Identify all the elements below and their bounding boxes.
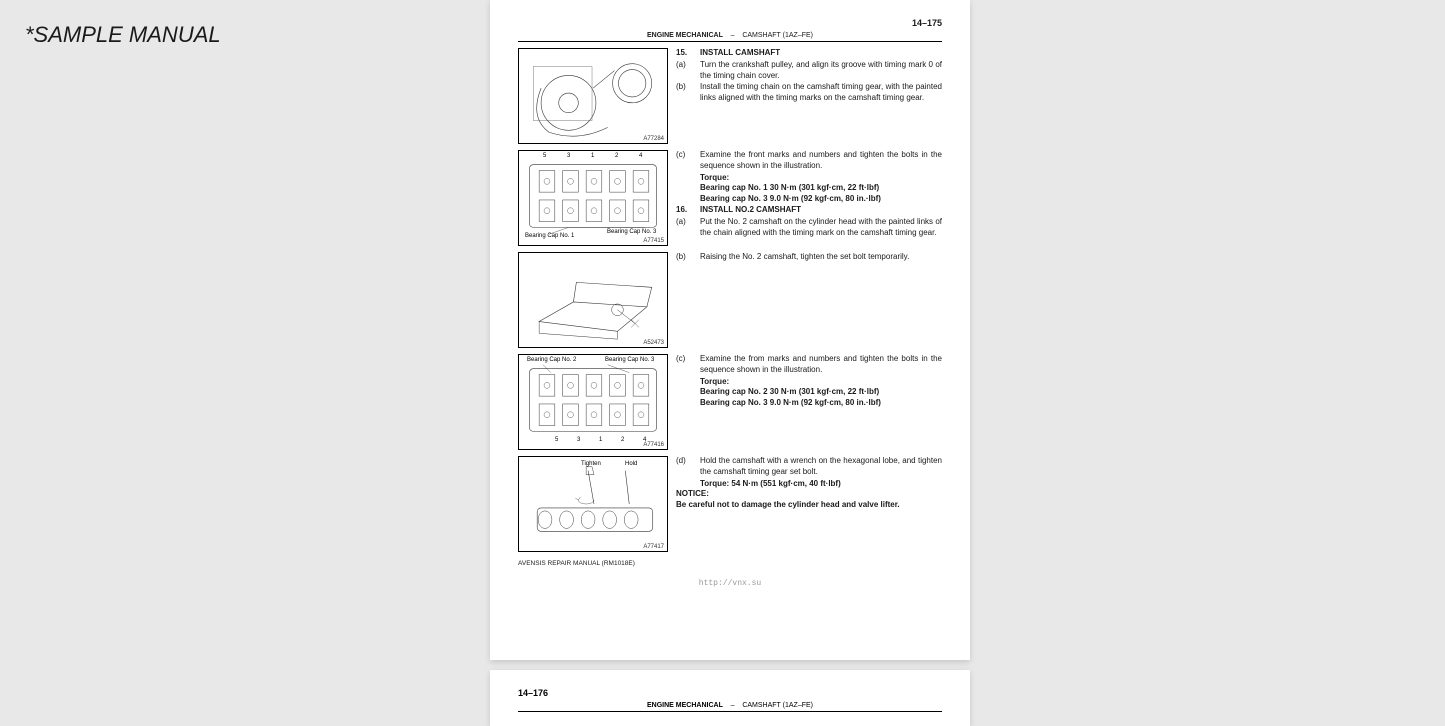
header-left: ENGINE MECHANICAL xyxy=(647,702,723,709)
step-heading: 15. INSTALL CAMSHAFT xyxy=(676,48,942,59)
header-sep: – xyxy=(725,702,741,709)
step-number: 15. xyxy=(676,48,696,59)
figure-id: A77416 xyxy=(643,442,664,448)
figure-label: 1 xyxy=(599,437,602,443)
sub-step: (d)Hold the camshaft with a wrench on th… xyxy=(676,456,942,478)
step-heading: 16. INSTALL NO.2 CAMSHAFT xyxy=(676,205,942,216)
figure-label: 5 xyxy=(543,153,546,159)
section-row: A7728415.INSTALL CAMSHAFT(a)Turn the cra… xyxy=(518,48,942,144)
figure-label: Bearing Cap No. 2 xyxy=(527,357,576,363)
figure-label: 2 xyxy=(615,153,618,159)
figure-id: A77284 xyxy=(643,136,664,142)
instruction-block: (c)Examine the from marks and numbers an… xyxy=(676,354,942,450)
section-row: Tighten Hold A77417 (d)Hold the camshaft wi… xyxy=(518,456,942,552)
sub-label: (c) xyxy=(676,150,696,172)
manual-page-next: 14–176 ENGINE MECHANICAL – CAMSHAFT (1AZ… xyxy=(490,670,970,726)
sub-label: (d) xyxy=(676,456,696,478)
instruction-block: (b) Raising the No. 2 camshaft, tighten t… xyxy=(676,252,942,348)
figure-label: 2 xyxy=(621,437,624,443)
spec-line: Torque: xyxy=(700,377,942,388)
spec-line: Torque: 54 N·m (551 kgf·cm, 40 ft·lbf) xyxy=(700,479,942,490)
header-right: CAMSHAFT (1AZ–FE) xyxy=(742,702,813,709)
section-row: 5 3 1 2 4 Bearing Cap No. 1 Bearing Cap No. 3 A… xyxy=(518,150,942,246)
sub-text: Turn the crankshaft pulley, and align it… xyxy=(700,60,942,82)
step-title: INSTALL CAMSHAFT xyxy=(700,48,780,59)
figure-label: 3 xyxy=(577,437,580,443)
figure-label: 5 xyxy=(555,437,558,443)
figure-illustration: Tighten Hold A77417 xyxy=(518,456,668,552)
figure-illustration: A77284 xyxy=(518,48,668,144)
notice-line: Be careful not to damage the cylinder he… xyxy=(676,500,942,511)
sub-text: Put the No. 2 camshaft on the cylinder h… xyxy=(700,217,942,239)
sub-text: Install the timing chain on the camshaft… xyxy=(700,82,942,104)
figure-label: Hold xyxy=(625,461,637,467)
figure-label: Tighten xyxy=(581,461,601,467)
sub-label: (a) xyxy=(676,217,696,239)
header-left: ENGINE MECHANICAL xyxy=(647,32,723,39)
step-number: 16. xyxy=(676,205,696,216)
notice-line: NOTICE: xyxy=(676,489,942,500)
figure-illustration: 5 3 1 2 4 Bearing Cap No. 1 Bearing Cap No. 3 A… xyxy=(518,150,668,246)
sub-step: (b)Install the timing chain on the camsh… xyxy=(676,82,942,104)
page-header: ENGINE MECHANICAL – CAMSHAFT (1AZ–FE) xyxy=(518,32,942,42)
sub-step: (b) Raising the No. 2 camshaft, tighten t… xyxy=(676,252,942,263)
header-sep: – xyxy=(725,32,741,39)
sub-text: Examine the from marks and numbers and t… xyxy=(700,354,942,376)
page-number: 14–175 xyxy=(518,18,942,28)
manual-page: 14–175 ENGINE MECHANICAL – CAMSHAFT (1AZ… xyxy=(490,0,970,660)
sub-text: Hold the camshaft with a wrench on the h… xyxy=(700,456,942,478)
sub-step: (a)Put the No. 2 camshaft on the cylinde… xyxy=(676,217,942,239)
spec-line: Bearing cap No. 1 30 N·m (301 kgf·cm, 22… xyxy=(700,183,942,194)
page-number: 14–176 xyxy=(518,688,942,698)
figure-id: A77415 xyxy=(643,238,664,244)
spec-line: Torque: xyxy=(700,173,942,184)
figure-id: A52473 xyxy=(643,340,664,346)
page-header: ENGINE MECHANICAL – CAMSHAFT (1AZ–FE) xyxy=(518,702,942,712)
section-list: A7728415.INSTALL CAMSHAFT(a)Turn the cra… xyxy=(518,48,942,552)
section-row: A52473 (b) Raising the No. 2 camshaft, tig… xyxy=(518,252,942,348)
sub-label: (a) xyxy=(676,60,696,82)
instruction-block: (c)Examine the front marks and numbers a… xyxy=(676,150,942,246)
instruction-block: (d)Hold the camshaft with a wrench on th… xyxy=(676,456,942,552)
spec-line: Bearing cap No. 2 30 N·m (301 kgf·cm, 22… xyxy=(700,387,942,398)
figure-label: 4 xyxy=(639,153,642,159)
figure-illustration: Bearing Cap No. 2Bearing Cap No. 353124A… xyxy=(518,354,668,450)
sub-step: (c)Examine the from marks and numbers an… xyxy=(676,354,942,376)
figure-illustration: A52473 xyxy=(518,252,668,348)
figure-label: 3 xyxy=(567,153,570,159)
sub-step: (a)Turn the crankshaft pulley, and align… xyxy=(676,60,942,82)
sub-label: (b) xyxy=(676,252,696,263)
footer-manual: AVENSIS REPAIR MANUAL (RM1018E) xyxy=(518,560,942,567)
figure-label: Bearing Cap No. 1 xyxy=(525,233,574,239)
spec-line: Bearing cap No. 3 9.0 N·m (92 kgf·cm, 80… xyxy=(700,398,942,409)
spec-line: Bearing cap No. 3 9.0 N·m (92 kgf·cm, 80… xyxy=(700,194,942,205)
sub-step: (c)Examine the front marks and numbers a… xyxy=(676,150,942,172)
figure-label: Bearing Cap No. 3 xyxy=(605,357,654,363)
sub-label: (b) xyxy=(676,82,696,104)
sample-watermark: *SAMPLE MANUAL xyxy=(25,22,221,48)
sub-label: (c) xyxy=(676,354,696,376)
header-right: CAMSHAFT (1AZ–FE) xyxy=(742,32,813,39)
figure-id: A77417 xyxy=(643,544,664,550)
instruction-block: 15.INSTALL CAMSHAFT(a)Turn the crankshaf… xyxy=(676,48,942,144)
figure-label: Bearing Cap No. 3 xyxy=(607,229,656,235)
sub-text: Examine the front marks and numbers and … xyxy=(700,150,942,172)
figure-label: 1 xyxy=(591,153,594,159)
section-row: Bearing Cap No. 2Bearing Cap No. 353124A… xyxy=(518,354,942,450)
sub-text: Raising the No. 2 camshaft, tighten the … xyxy=(700,252,942,263)
footer-link: http://vnx.su xyxy=(518,579,942,588)
step-title: INSTALL NO.2 CAMSHAFT xyxy=(700,205,801,216)
